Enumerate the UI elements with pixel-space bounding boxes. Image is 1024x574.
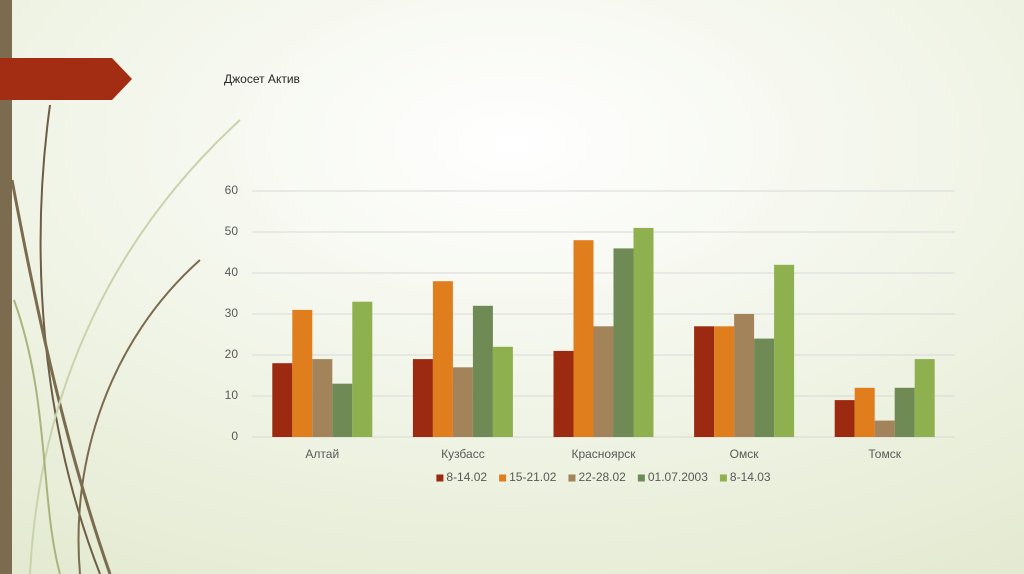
y-tick-label: 50 (225, 224, 239, 238)
bar (834, 400, 855, 437)
bar (292, 309, 313, 437)
legend-marker (436, 474, 444, 482)
y-tick-label: 40 (225, 265, 239, 279)
x-tick-label: Омск (730, 447, 760, 461)
bar (272, 363, 293, 437)
bar (332, 383, 353, 437)
bar (452, 367, 473, 437)
legend-label: 22-28.02 (578, 470, 626, 484)
legend-marker (637, 474, 645, 482)
bar (854, 387, 875, 437)
bar (472, 305, 493, 437)
bar (633, 227, 654, 437)
legend-label: 8-14.03 (730, 470, 771, 484)
bar (874, 420, 895, 437)
bar (553, 350, 574, 437)
bar (613, 248, 634, 437)
bar (573, 240, 594, 437)
bar (714, 326, 735, 437)
legend-marker (499, 474, 507, 482)
x-tick-label: Кузбасс (441, 447, 485, 461)
title-arrow (0, 58, 132, 100)
legend-label: 01.07.2003 (648, 470, 708, 484)
decor-curves (10, 104, 241, 574)
bar (492, 346, 513, 437)
y-tick-label: 60 (225, 183, 239, 197)
bar (412, 359, 433, 437)
y-tick-label: 30 (225, 306, 239, 320)
bar (352, 301, 373, 437)
x-tick-label: Красноярск (571, 447, 636, 461)
y-tick-label: 0 (231, 429, 238, 443)
bar (774, 264, 795, 437)
y-tick-label: 20 (225, 347, 239, 361)
y-tick-label: 10 (225, 388, 239, 402)
x-tick-label: Томск (868, 447, 901, 461)
x-tick-label: Алтай (305, 447, 339, 461)
legend-marker (719, 474, 727, 482)
bar (734, 314, 755, 437)
legend-marker (568, 474, 576, 482)
legend: 8-14.02 15-21.02 22-28.02 01.07.2003 8-14.03 (436, 470, 771, 484)
slide-title: Джосет Актив (224, 72, 300, 86)
legend-label: 8-14.02 (446, 470, 487, 484)
bar (894, 387, 915, 437)
bar (754, 338, 775, 437)
bar (432, 281, 453, 437)
bar (914, 359, 935, 437)
chart: 0 10 20 30 40 50 60 Алтай Кузбасс Красноярск Омск Т… (225, 183, 955, 484)
side-bar (0, 0, 12, 574)
bar (312, 359, 333, 437)
legend-label: 15-21.02 (509, 470, 557, 484)
bar (593, 326, 614, 437)
bar (694, 326, 715, 437)
